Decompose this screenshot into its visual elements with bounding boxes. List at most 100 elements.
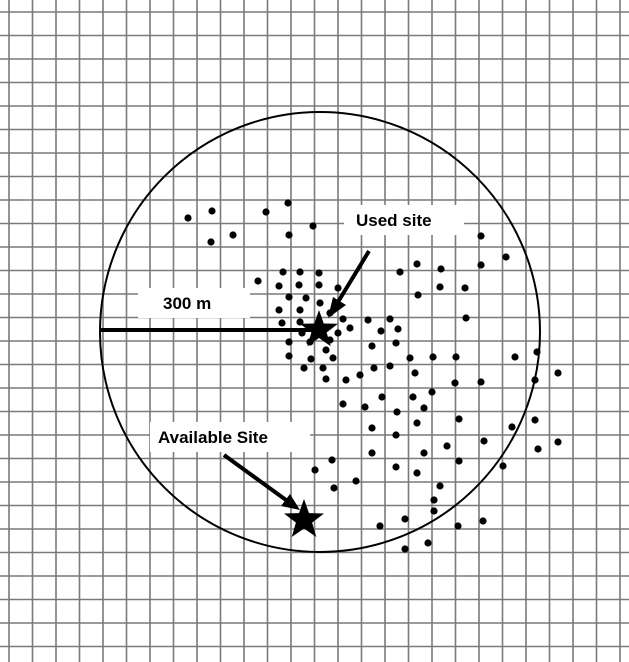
location-point	[401, 545, 409, 553]
location-point	[208, 207, 216, 215]
location-point	[533, 348, 541, 356]
location-point	[502, 253, 510, 261]
location-point	[295, 281, 303, 289]
location-point	[285, 231, 293, 239]
location-point	[531, 416, 539, 424]
available-site-star-icon	[284, 499, 324, 537]
location-point	[364, 316, 372, 324]
location-point	[406, 354, 414, 362]
location-point	[319, 364, 327, 372]
available-site-arrow-shaft	[222, 453, 288, 502]
location-point	[461, 284, 469, 292]
location-point	[420, 404, 428, 412]
location-point	[342, 376, 350, 384]
location-point	[330, 484, 338, 492]
location-point	[436, 283, 444, 291]
location-point	[454, 522, 462, 530]
location-point	[430, 507, 438, 515]
location-point	[411, 369, 419, 377]
location-point	[315, 281, 323, 289]
location-point	[322, 346, 330, 354]
location-point	[554, 438, 562, 446]
location-point	[377, 327, 385, 335]
location-point	[477, 232, 485, 240]
used-site-arrow-head	[328, 297, 346, 318]
location-point	[428, 388, 436, 396]
location-point	[334, 329, 342, 337]
location-point	[309, 222, 317, 230]
location-point	[346, 324, 354, 332]
available-site-label: Available Site	[158, 428, 268, 447]
location-point	[368, 342, 376, 350]
location-point	[462, 314, 470, 322]
location-point	[184, 214, 192, 222]
location-point	[413, 469, 421, 477]
location-point	[443, 442, 451, 450]
location-point	[368, 449, 376, 457]
location-point	[311, 466, 319, 474]
location-point	[352, 477, 360, 485]
location-point	[370, 364, 378, 372]
location-point	[511, 353, 519, 361]
location-point	[393, 408, 401, 416]
location-point	[285, 293, 293, 301]
location-point	[284, 199, 292, 207]
location-point	[455, 415, 463, 423]
location-point	[436, 482, 444, 490]
location-point	[207, 238, 215, 246]
location-point	[480, 437, 488, 445]
location-point	[477, 261, 485, 269]
location-point	[302, 294, 310, 302]
location-point	[307, 355, 315, 363]
location-point	[386, 315, 394, 323]
location-point	[278, 319, 286, 327]
location-point	[285, 338, 293, 346]
available-site-arrow-head	[281, 494, 300, 510]
location-point	[329, 354, 337, 362]
location-point	[356, 371, 364, 379]
location-point	[285, 352, 293, 360]
location-point	[413, 260, 421, 268]
location-point	[396, 268, 404, 276]
location-point	[296, 306, 304, 314]
location-point	[392, 463, 400, 471]
location-point	[378, 393, 386, 401]
location-point	[328, 456, 336, 464]
location-point	[394, 325, 402, 333]
location-point	[477, 378, 485, 386]
location-point	[392, 339, 400, 347]
location-point	[455, 457, 463, 465]
location-point	[429, 353, 437, 361]
location-point	[368, 424, 376, 432]
location-point	[334, 284, 342, 292]
location-point	[315, 269, 323, 277]
location-point	[508, 423, 516, 431]
used-site-star-icon	[300, 310, 338, 347]
location-point	[409, 393, 417, 401]
used-site-label: Used site	[356, 211, 432, 230]
available-site-label-box	[150, 422, 310, 452]
location-point	[339, 315, 347, 323]
location-point	[413, 419, 421, 427]
location-point	[279, 268, 287, 276]
location-point	[275, 282, 283, 290]
location-point	[296, 268, 304, 276]
location-point	[554, 369, 562, 377]
radius-label: 300 m	[163, 294, 211, 313]
location-point	[451, 379, 459, 387]
location-point	[229, 231, 237, 239]
location-point	[322, 375, 330, 383]
location-point	[479, 517, 487, 525]
location-point	[361, 403, 369, 411]
location-point	[316, 299, 324, 307]
location-point	[414, 291, 422, 299]
location-point	[275, 306, 283, 314]
location-point	[300, 364, 308, 372]
location-point	[424, 539, 432, 547]
location-point	[534, 445, 542, 453]
location-point	[401, 515, 409, 523]
used-site-label-box	[344, 205, 464, 235]
location-point	[437, 265, 445, 273]
location-point	[531, 376, 539, 384]
